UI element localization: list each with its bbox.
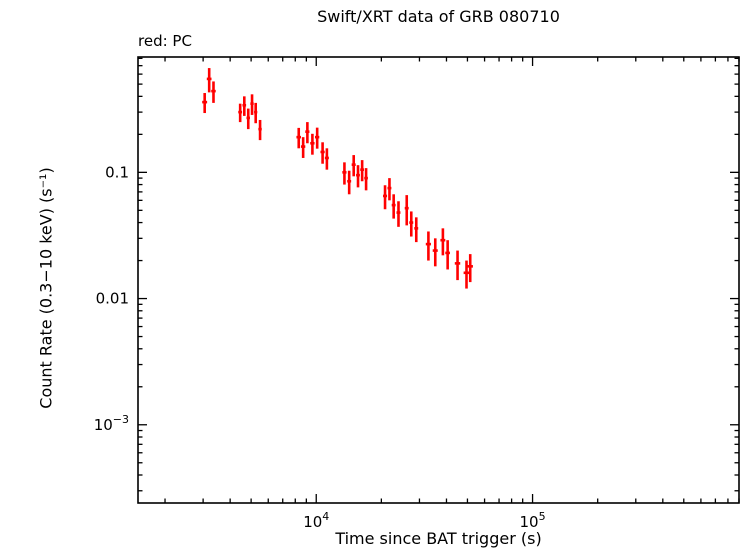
tick-label: 104 bbox=[303, 510, 329, 531]
tick-label: 0.1 bbox=[105, 163, 129, 181]
tick-label: 0.01 bbox=[96, 290, 129, 308]
x-axis-label: Time since BAT trigger (s) bbox=[335, 529, 542, 548]
tick-label: 105 bbox=[520, 510, 546, 531]
chart-title: Swift/XRT data of GRB 080710 bbox=[317, 7, 560, 26]
legend-label: red: PC bbox=[138, 32, 192, 50]
tick-label: 10−3 bbox=[94, 413, 129, 434]
